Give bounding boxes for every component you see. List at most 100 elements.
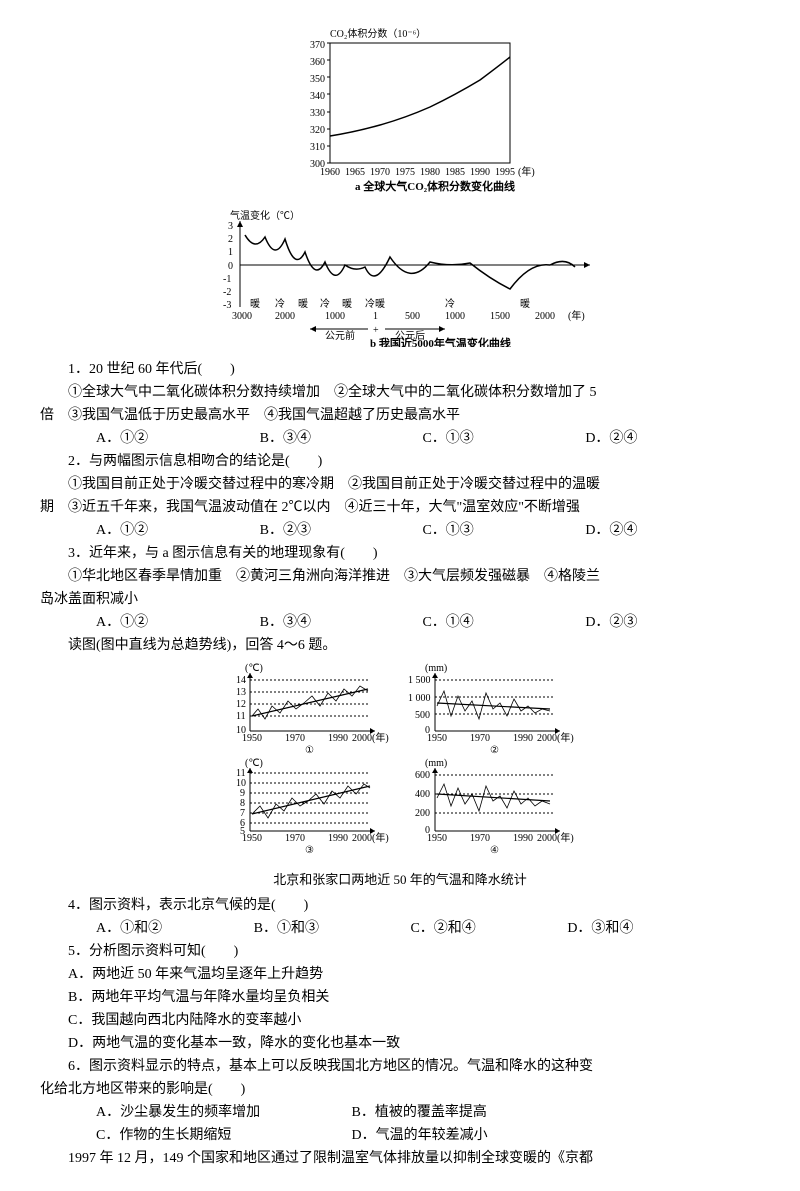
q6-optC[interactable]: C．作物的生长期缩短 bbox=[68, 1125, 348, 1146]
svg-text:1980: 1980 bbox=[420, 167, 440, 178]
q1-stem: 1．20 世纪 60 年代后( ) bbox=[40, 359, 760, 380]
q3-optC[interactable]: C．①④ bbox=[394, 612, 473, 633]
svg-text:1 000: 1 000 bbox=[408, 693, 431, 704]
svg-text:330: 330 bbox=[310, 108, 325, 119]
q6-optA[interactable]: A．沙尘暴发生的频率增加 bbox=[68, 1102, 348, 1123]
svg-text:1950: 1950 bbox=[427, 833, 447, 844]
svg-text:1990: 1990 bbox=[328, 833, 348, 844]
chart-a-container: CO₂体积分数（10⁻⁶） 370 360 350 340 330 320 31… bbox=[40, 25, 760, 202]
q4-optA[interactable]: A．①和② bbox=[68, 918, 162, 939]
q5-stem: 5．分析图示资料可知( ) bbox=[40, 941, 760, 962]
q5-optC[interactable]: C．我国越向西北内陆降水的变率越小 bbox=[40, 1010, 760, 1031]
svg-text:(℃): (℃) bbox=[245, 758, 263, 769]
q2-items2: 期 ③近五千年来，我国气温波动值在 2℃以内 ④近三十年，大气"温室效应"不断增… bbox=[40, 497, 760, 518]
intro-46: 读图(图中直线为总趋势线)，回答 4～6 题。 bbox=[40, 635, 760, 656]
small-chart-3: (℃) 11 10 9 8 7 6 5 1950197019902000(年) … bbox=[236, 758, 389, 856]
svg-text:3000: 3000 bbox=[232, 311, 252, 322]
svg-text:310: 310 bbox=[310, 142, 325, 153]
chart-a-box bbox=[330, 43, 510, 163]
svg-text:1970: 1970 bbox=[370, 167, 390, 178]
svg-text:2000(年): 2000(年) bbox=[537, 731, 574, 744]
svg-text:200: 200 bbox=[415, 808, 430, 819]
svg-text:1990: 1990 bbox=[328, 733, 348, 744]
q3-optA[interactable]: A．①② bbox=[68, 612, 148, 633]
svg-text:暖: 暖 bbox=[298, 297, 308, 310]
q6-options-row2: C．作物的生长期缩短 D．气温的年较差减小 bbox=[40, 1125, 760, 1146]
chart-b-title: b 我国近5000年气温变化曲线 bbox=[370, 336, 511, 347]
q5-optD[interactable]: D．两地气温的变化基本一致，降水的变化也基本一致 bbox=[40, 1033, 760, 1054]
svg-text:2: 2 bbox=[228, 234, 233, 245]
svg-text:暖: 暖 bbox=[520, 297, 530, 310]
svg-text:320: 320 bbox=[310, 125, 325, 136]
svg-text:冷: 冷 bbox=[275, 297, 285, 310]
q2-optC[interactable]: C．①③ bbox=[394, 520, 473, 541]
chart-a-ylabel: CO₂体积分数（10⁻⁶） bbox=[330, 27, 426, 40]
svg-text:1000: 1000 bbox=[325, 311, 345, 322]
q1-options: A．①② B．③④ C．①③ D．②④ bbox=[40, 428, 760, 449]
svg-text:1: 1 bbox=[228, 247, 233, 258]
svg-text:1965: 1965 bbox=[345, 167, 365, 178]
q1-items: ①全球大气中二氧化碳体积分数持续增加 ②全球大气中的二氧化碳体积分数增加了 5 bbox=[40, 382, 760, 403]
q4-optD[interactable]: D．③和④ bbox=[539, 918, 633, 939]
small-chart-1: (℃) 14 13 12 11 10 1950197019902000(年) ① bbox=[236, 663, 389, 756]
svg-text:①: ① bbox=[305, 745, 314, 756]
q4-options: A．①和② B．①和③ C．②和④ D．③和④ bbox=[40, 918, 760, 939]
svg-text:(年): (年) bbox=[568, 309, 585, 322]
svg-text:0: 0 bbox=[228, 261, 233, 272]
q1-optB[interactable]: B．③④ bbox=[232, 428, 311, 449]
q1-optA[interactable]: A．①② bbox=[68, 428, 148, 449]
svg-text:1950: 1950 bbox=[242, 833, 262, 844]
svg-text:1970: 1970 bbox=[470, 733, 490, 744]
q2-stem: 2．与两幅图示信息相吻合的结论是( ) bbox=[40, 451, 760, 472]
svg-text:暖: 暖 bbox=[250, 297, 260, 310]
svg-text:350: 350 bbox=[310, 74, 325, 85]
svg-text:④: ④ bbox=[490, 845, 499, 856]
q1-optD[interactable]: D．②④ bbox=[557, 428, 637, 449]
svg-text:1970: 1970 bbox=[285, 733, 305, 744]
svg-text:2000(年): 2000(年) bbox=[352, 831, 389, 844]
svg-text:1985: 1985 bbox=[445, 167, 465, 178]
chart-b-svg: 气温变化（℃） 3 2 1 0 -1 -2 -3 3000 2000 1000 … bbox=[190, 207, 610, 347]
svg-text:400: 400 bbox=[415, 789, 430, 800]
q5-optB[interactable]: B．两地年平均气温与年降水量均呈负相关 bbox=[40, 987, 760, 1008]
chart-b-line bbox=[245, 235, 575, 289]
chart-a-svg: CO₂体积分数（10⁻⁶） 370 360 350 340 330 320 31… bbox=[260, 25, 540, 195]
svg-text:1970: 1970 bbox=[285, 833, 305, 844]
q3-stem: 3．近年来，与 a 图示信息有关的地理现象有( ) bbox=[40, 543, 760, 564]
svg-text:冷: 冷 bbox=[320, 297, 330, 310]
svg-text:+: + bbox=[373, 325, 379, 336]
q3-optB[interactable]: B．③④ bbox=[232, 612, 311, 633]
chart-b-ylabel: 气温变化（℃） bbox=[230, 209, 300, 222]
svg-text:1990: 1990 bbox=[513, 833, 533, 844]
q5-optA[interactable]: A．两地近 50 年来气温均呈逐年上升趋势 bbox=[40, 964, 760, 985]
svg-text:1: 1 bbox=[373, 311, 378, 322]
svg-text:冷: 冷 bbox=[445, 297, 455, 310]
q4-optB[interactable]: B．①和③ bbox=[226, 918, 319, 939]
svg-text:(℃): (℃) bbox=[245, 663, 263, 674]
svg-text:370: 370 bbox=[310, 40, 325, 51]
svg-text:1995: 1995 bbox=[495, 167, 515, 178]
svg-text:2000(年): 2000(年) bbox=[537, 831, 574, 844]
q2-optA[interactable]: A．①② bbox=[68, 520, 148, 541]
q4-optC[interactable]: C．②和④ bbox=[382, 918, 475, 939]
q2-optB[interactable]: B．②③ bbox=[232, 520, 311, 541]
svg-text:3: 3 bbox=[228, 221, 233, 232]
svg-text:1975: 1975 bbox=[395, 167, 415, 178]
svg-text:360: 360 bbox=[310, 57, 325, 68]
q6-stem2: 化给北方地区带来的影响是( ) bbox=[40, 1079, 760, 1100]
svg-text:公元前: 公元前 bbox=[325, 329, 355, 342]
svg-text:(mm): (mm) bbox=[425, 758, 447, 769]
q6-optB[interactable]: B．植被的覆盖率提高 bbox=[352, 1105, 487, 1120]
q6-optD[interactable]: D．气温的年较差减小 bbox=[352, 1128, 488, 1143]
q1-optC[interactable]: C．①③ bbox=[394, 428, 473, 449]
q4-stem: 4．图示资料，表示北京气候的是( ) bbox=[40, 895, 760, 916]
q2-options: A．①② B．②③ C．①③ D．②④ bbox=[40, 520, 760, 541]
q2-optD[interactable]: D．②④ bbox=[557, 520, 637, 541]
svg-text:14: 14 bbox=[236, 675, 246, 686]
svg-text:500: 500 bbox=[405, 311, 420, 322]
svg-text:-3: -3 bbox=[223, 300, 231, 311]
svg-text:12: 12 bbox=[236, 699, 246, 710]
svg-text:13: 13 bbox=[236, 687, 246, 698]
chart-b-periods: 暖 冷 暖 冷 暖 冷暖 冷 暖 bbox=[250, 297, 530, 310]
q3-optD[interactable]: D．②③ bbox=[557, 612, 637, 633]
